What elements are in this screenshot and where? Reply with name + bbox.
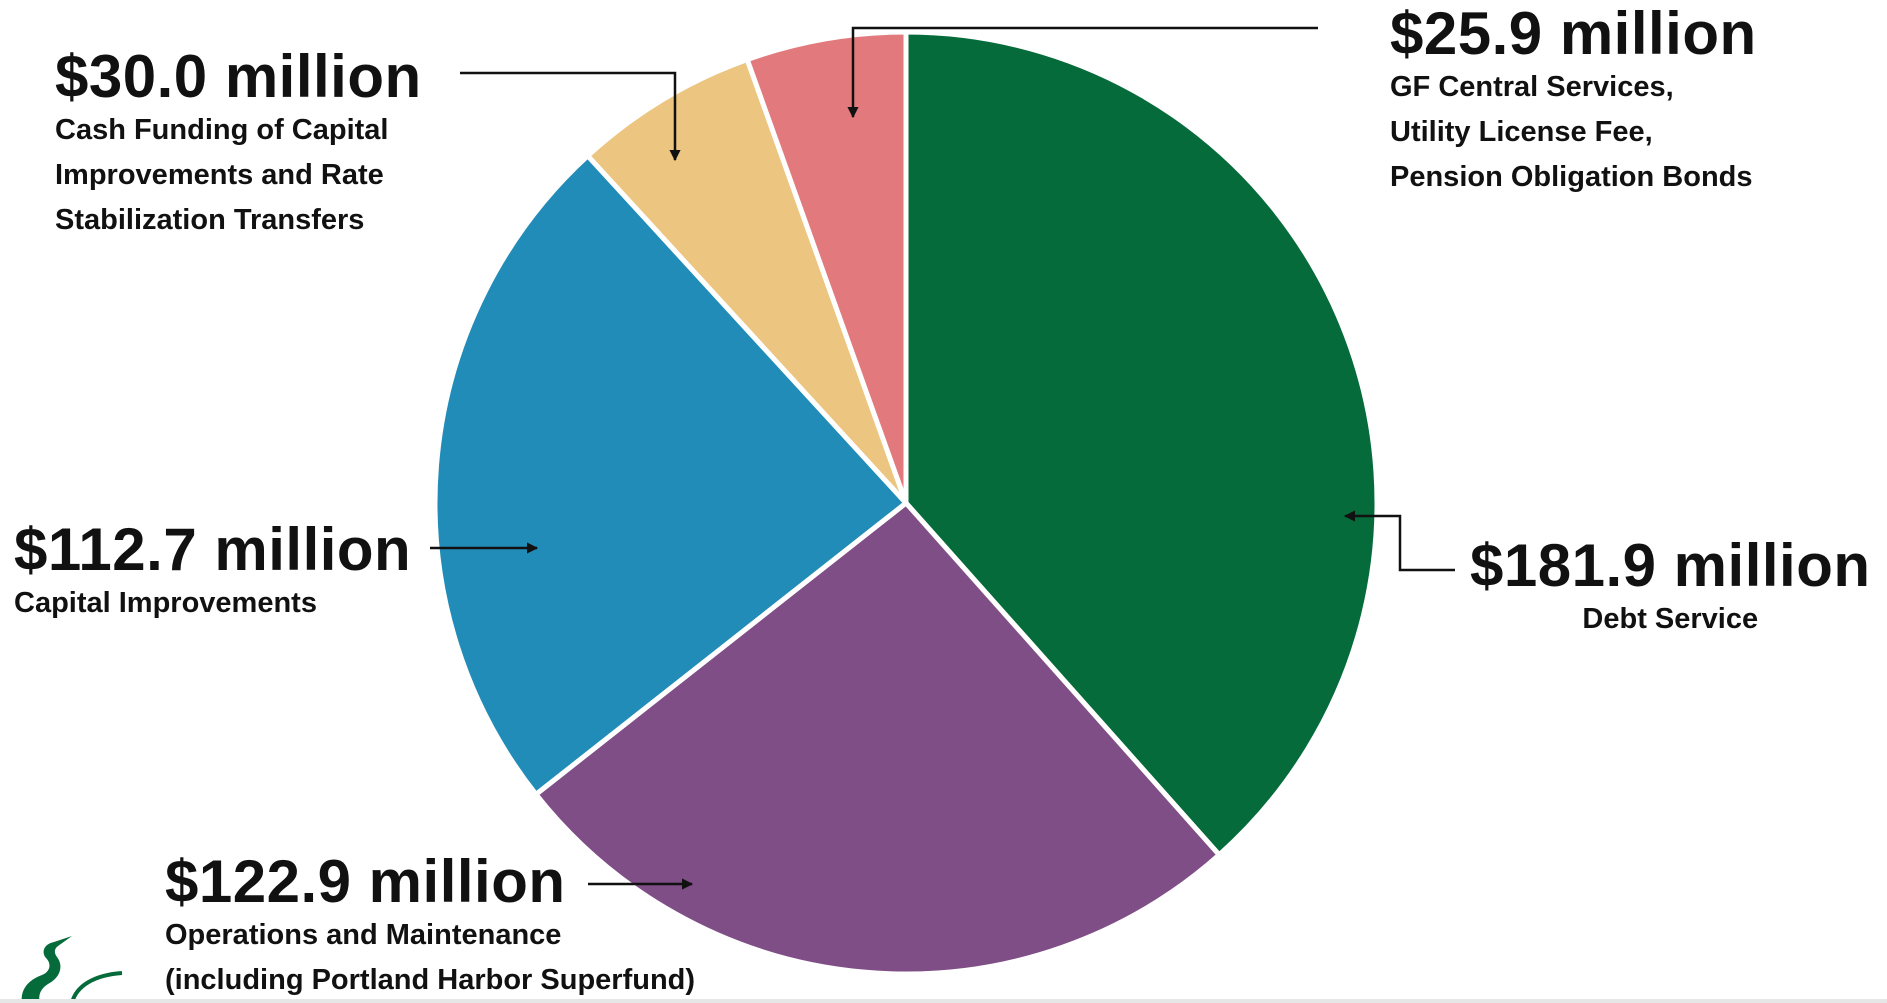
desc-capital-line-1: Capital Improvements <box>14 587 317 619</box>
desc-om-line-2: (including Portland Harbor Superfund) <box>165 963 696 996</box>
amount-capital-improvements: $112.7 million <box>14 516 412 583</box>
pie-slice-cap <box>432 153 909 797</box>
desc-debt-line-1: Debt Service <box>1582 603 1759 635</box>
leader-lines <box>430 26 1455 890</box>
pie-slice-cash <box>585 57 909 506</box>
heron-icon <box>21 936 123 1003</box>
label-gf-central-services: $25.9 million GF Central Services, Utili… <box>1390 2 1757 200</box>
label-cash-funding: $30.0 million Cash Funding of Capital Im… <box>55 45 422 243</box>
desc-om-line-1: Operations and Maintenance <box>165 919 562 951</box>
desc-cash-line-2: Improvements and Rate <box>55 158 384 191</box>
label-operations-maintenance: $122.9 million Operations and Maintenanc… <box>165 850 695 1003</box>
label-debt-service: $181.9 million Debt Service <box>1470 534 1871 642</box>
pie-slice-debt <box>903 29 1380 858</box>
pie-slice-om <box>533 500 1222 977</box>
desc-gf-line-2: Utility License Fee, <box>1390 115 1653 148</box>
desc-gf-line-1: GF Central Services, <box>1390 71 1674 103</box>
leader-arrow-debt <box>1343 510 1455 572</box>
amount-cash-funding: $30.0 million <box>55 43 422 110</box>
desc-cash-line-1: Cash Funding of Capital <box>55 114 389 146</box>
pie-slice-gf <box>744 29 909 506</box>
desc-cash-line-3: Stabilization Transfers <box>55 203 365 236</box>
bottom-divider <box>0 999 1887 1003</box>
label-capital-improvements: $112.7 million Capital Improvements <box>14 518 411 626</box>
amount-debt-service: $181.9 million <box>1470 532 1871 599</box>
amount-gf-central-services: $25.9 million <box>1390 0 1757 67</box>
desc-gf-line-3: Pension Obligation Bonds <box>1390 160 1753 193</box>
amount-operations-maintenance: $122.9 million <box>165 848 566 915</box>
leader-arrow-gf <box>847 26 1318 119</box>
leader-arrow-cash <box>460 71 681 162</box>
